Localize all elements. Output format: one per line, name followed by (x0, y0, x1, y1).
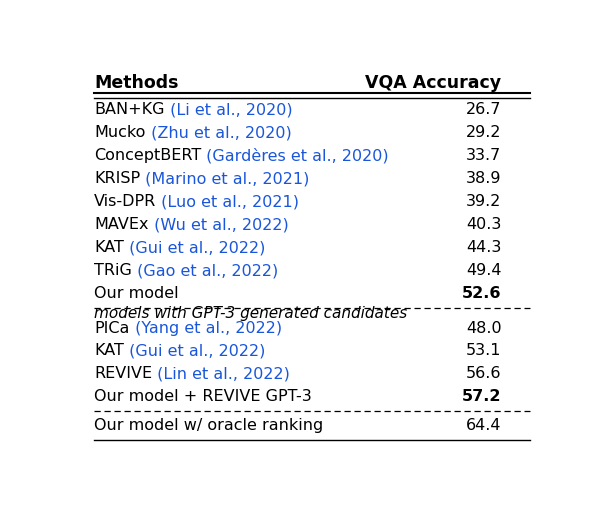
Text: 64.4: 64.4 (466, 418, 501, 433)
Text: KRISP: KRISP (94, 171, 140, 187)
Text: (Lin et al., 2022): (Lin et al., 2022) (152, 366, 291, 381)
Text: Vis-DPR: Vis-DPR (94, 194, 156, 209)
Text: (Gardères et al., 2020): (Gardères et al., 2020) (202, 148, 389, 163)
Text: (Marino et al., 2021): (Marino et al., 2021) (140, 171, 310, 187)
Text: models with GPT-3 generated candidates: models with GPT-3 generated candidates (94, 306, 408, 321)
Text: REVIVE: REVIVE (94, 366, 152, 381)
Text: MAVEx: MAVEx (94, 217, 149, 232)
Text: (Gui et al., 2022): (Gui et al., 2022) (124, 343, 266, 358)
Text: 52.6: 52.6 (462, 286, 501, 301)
Text: TRiG: TRiG (94, 263, 132, 278)
Text: 53.1: 53.1 (466, 343, 501, 358)
Text: 39.2: 39.2 (466, 194, 501, 209)
Text: (Luo et al., 2021): (Luo et al., 2021) (156, 194, 300, 209)
Text: 40.3: 40.3 (466, 217, 501, 232)
Text: (Zhu et al., 2020): (Zhu et al., 2020) (146, 125, 291, 140)
Text: (Li et al., 2020): (Li et al., 2020) (165, 102, 292, 118)
Text: Our model + REVIVE GPT-3: Our model + REVIVE GPT-3 (94, 390, 312, 405)
Text: Our model w/ oracle ranking: Our model w/ oracle ranking (94, 418, 324, 433)
Text: 26.7: 26.7 (466, 102, 501, 118)
Text: PICa: PICa (94, 321, 130, 336)
Text: 33.7: 33.7 (466, 149, 501, 163)
Text: 49.4: 49.4 (466, 263, 501, 278)
Text: (Gui et al., 2022): (Gui et al., 2022) (124, 240, 266, 255)
Text: (Gao et al., 2022): (Gao et al., 2022) (132, 263, 278, 278)
Text: VQA Accuracy: VQA Accuracy (365, 75, 501, 93)
Text: KAT: KAT (94, 343, 124, 358)
Text: 48.0: 48.0 (466, 321, 501, 336)
Text: ConceptBERT: ConceptBERT (94, 149, 202, 163)
Text: 38.9: 38.9 (466, 171, 501, 187)
Text: BAN+KG: BAN+KG (94, 102, 165, 118)
Text: Mucko: Mucko (94, 125, 146, 140)
Text: KAT: KAT (94, 240, 124, 255)
Text: 29.2: 29.2 (466, 125, 501, 140)
Text: 44.3: 44.3 (466, 240, 501, 255)
Text: 57.2: 57.2 (462, 390, 501, 405)
Text: 56.6: 56.6 (466, 366, 501, 381)
Text: (Yang et al., 2022): (Yang et al., 2022) (130, 321, 281, 336)
Text: Our model: Our model (94, 286, 179, 301)
Text: Methods: Methods (94, 75, 179, 93)
Text: (Wu et al., 2022): (Wu et al., 2022) (149, 217, 289, 232)
